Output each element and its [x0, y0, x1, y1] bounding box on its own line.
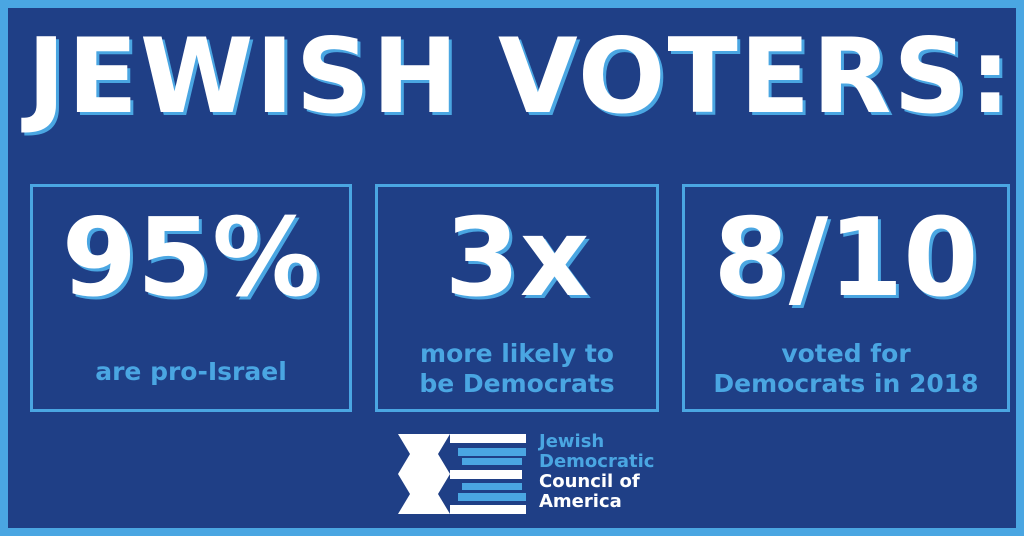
stat-description-line: more likely to: [420, 339, 614, 368]
logo-line: Council of: [539, 471, 640, 492]
stat-value: 3x: [444, 196, 590, 321]
stat-value: 95%: [61, 196, 321, 321]
stat-description-line: Democrats in 2018: [713, 369, 979, 398]
stat-description-line: are pro-Israel: [95, 357, 287, 386]
logo-line: Democratic: [539, 451, 655, 472]
headline: JEWISH VOTERS:: [27, 17, 1013, 137]
stat-box-voted-democrats: 8/10 voted for Democrats in 2018: [682, 184, 1010, 412]
logo-wordmark: Jewish Democratic Council of America: [539, 432, 654, 512]
stat-description: are pro-Israel: [33, 357, 349, 387]
stat-description: more likely to be Democrats: [378, 339, 656, 399]
logo-line: America: [539, 491, 622, 512]
stat-box-pro-israel: 95% are pro-Israel: [30, 184, 352, 412]
logo-line: Jewish: [539, 431, 605, 452]
stat-box-likely-democrats: 3x more likely to be Democrats: [375, 184, 659, 412]
stat-description-line: be Democrats: [419, 369, 615, 398]
stat-description-line: voted for: [781, 339, 911, 368]
stat-description: voted for Democrats in 2018: [685, 339, 1007, 399]
stat-value: 8/10: [713, 196, 979, 321]
jdca-logo: Jewish Democratic Council of America: [398, 432, 678, 516]
jdca-star-stripes-icon: [398, 434, 526, 514]
